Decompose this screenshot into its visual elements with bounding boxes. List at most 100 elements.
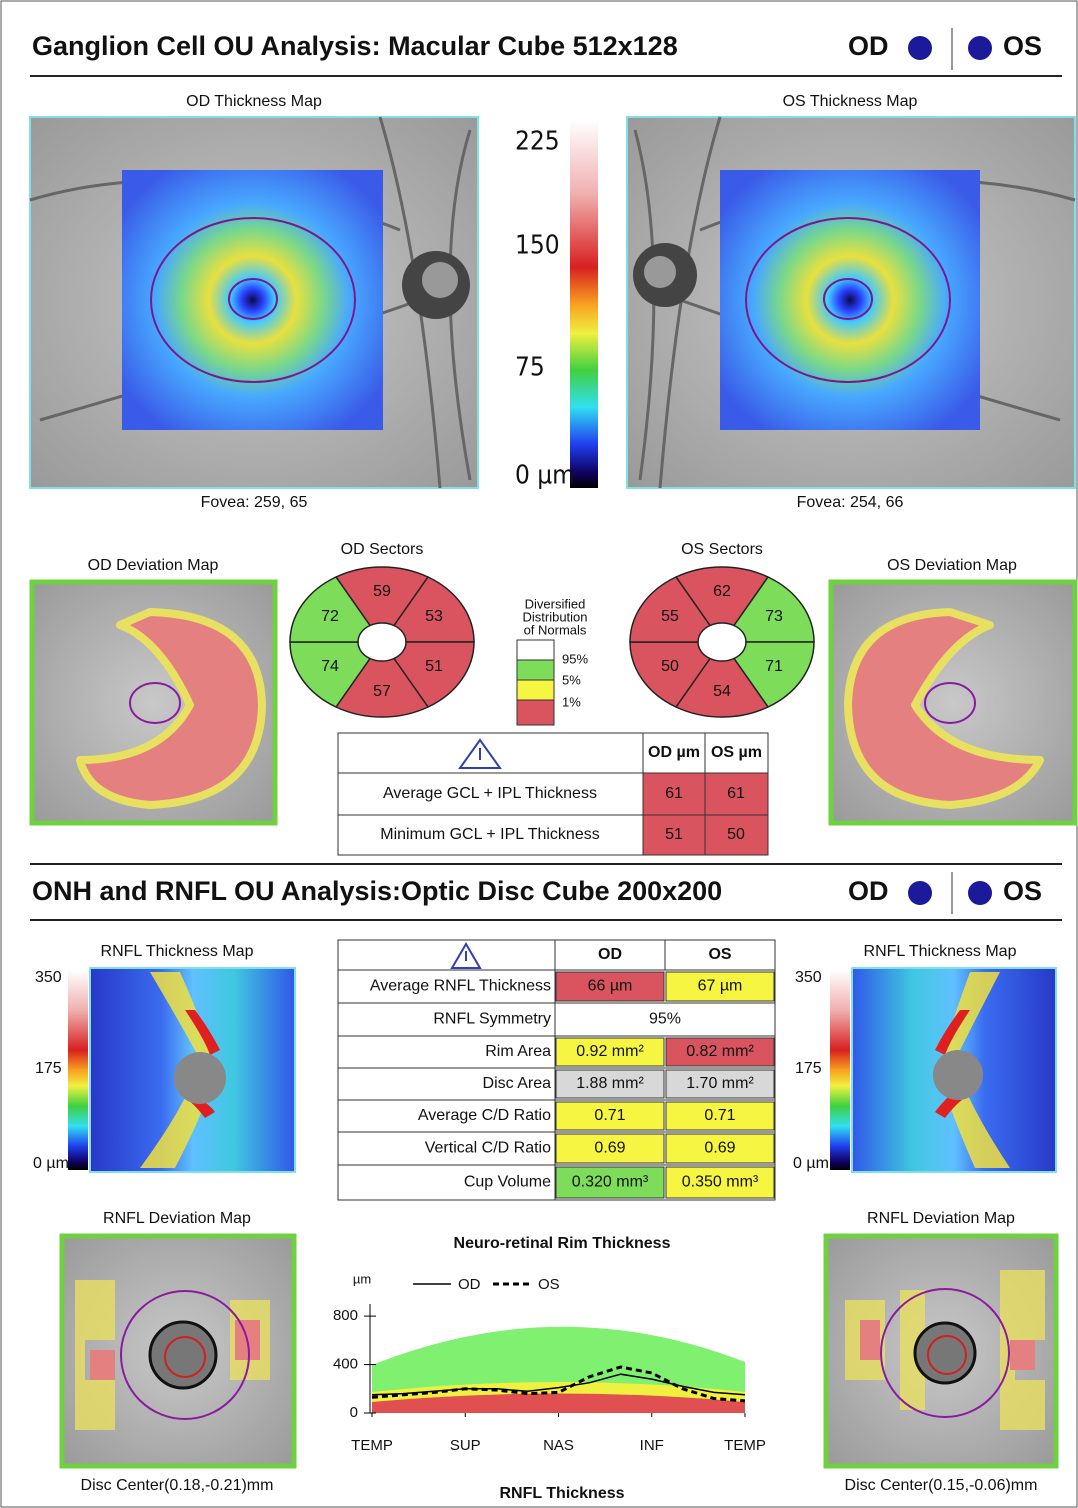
normals-title: of Normals bbox=[524, 622, 587, 637]
legend-label: OS bbox=[538, 1276, 560, 1293]
y-tick-label: 0 bbox=[350, 1404, 358, 1421]
od-dot bbox=[908, 36, 932, 60]
cell-value: 0.82 mm² bbox=[686, 1043, 754, 1060]
y-tick-label: 800 bbox=[333, 1307, 358, 1324]
scale-label: 350 bbox=[795, 969, 822, 986]
map-label: RNFL Thickness Map bbox=[864, 943, 1017, 960]
os-rnfl-thickness-map bbox=[830, 968, 1056, 1172]
sector-value: 62 bbox=[713, 583, 731, 600]
map-label: RNFL Thickness Map bbox=[101, 943, 254, 960]
od-label: OD bbox=[848, 876, 889, 906]
column-header: OS µm bbox=[711, 744, 762, 761]
map-label: OD Deviation Map bbox=[88, 557, 219, 574]
od-thickness-map bbox=[30, 117, 478, 488]
os-label: OS bbox=[1003, 31, 1042, 61]
cell-value: 0.71 bbox=[594, 1107, 625, 1124]
sector-value: 74 bbox=[321, 658, 339, 675]
normals-legend bbox=[517, 640, 554, 725]
scale-label: 225 bbox=[515, 127, 560, 157]
sector-value: 72 bbox=[321, 608, 339, 625]
x-axis-label: RNFL Thickness bbox=[499, 1485, 624, 1502]
y-axis-label: µm bbox=[353, 1271, 371, 1286]
cell-value: 51 bbox=[665, 826, 683, 843]
scale-label: 0 µm bbox=[33, 1155, 69, 1172]
cell-value: 67 µm bbox=[698, 978, 743, 995]
section-title: Ganglion Cell OU Analysis: Macular Cube … bbox=[32, 31, 678, 61]
x-tick-label: SUP bbox=[450, 1437, 481, 1454]
normals-level: 1% bbox=[562, 694, 581, 709]
sector-value: 71 bbox=[765, 658, 783, 675]
x-tick-label: TEMP bbox=[724, 1437, 766, 1454]
sector-value: 50 bbox=[661, 658, 679, 675]
gcl-table: OD µm OS µm Average GCL + IPL Thickness 61 6… bbox=[338, 733, 768, 855]
fovea-label: Fovea: 254, 66 bbox=[797, 494, 904, 511]
od-deviation-map bbox=[32, 582, 275, 823]
cell-value: 0.92 mm² bbox=[576, 1043, 644, 1060]
sectors-title: OD Sectors bbox=[341, 541, 424, 558]
column-header: OD µm bbox=[648, 744, 700, 761]
cell-value: 0.71 bbox=[704, 1107, 735, 1124]
legend-label: OD bbox=[458, 1276, 481, 1293]
sector-value: 53 bbox=[425, 608, 443, 625]
color-scale bbox=[570, 120, 598, 488]
cell-value: 0.320 mm³ bbox=[572, 1174, 649, 1191]
rnfl-table: OD OS Average RNFL Thickness 66 µm 67 µm RNFL… bbox=[338, 940, 775, 1200]
od-rnfl-deviation-map bbox=[62, 1236, 294, 1466]
os-dot bbox=[968, 881, 992, 905]
od-label: OD bbox=[848, 31, 889, 61]
os-deviation-map bbox=[831, 582, 1075, 823]
os-label: OS bbox=[1003, 876, 1042, 906]
chart-title: Neuro-retinal Rim Thickness bbox=[454, 1235, 671, 1252]
y-tick-label: 400 bbox=[333, 1356, 358, 1373]
scale-label: 0 µm bbox=[793, 1155, 829, 1172]
column-header: OD bbox=[598, 946, 622, 963]
scale-label: 75 bbox=[515, 353, 545, 383]
sectors-title: OS Sectors bbox=[681, 541, 763, 558]
os-thickness-map bbox=[627, 117, 1075, 488]
os-rnfl-deviation-map bbox=[826, 1236, 1056, 1466]
cell-value: 61 bbox=[665, 785, 683, 802]
map-label: OS Thickness Map bbox=[783, 93, 918, 110]
fovea-label: Fovea: 259, 65 bbox=[201, 494, 308, 511]
row-label: Rim Area bbox=[485, 1043, 551, 1060]
od-dot bbox=[908, 881, 932, 905]
scale-label: 175 bbox=[35, 1060, 62, 1077]
cell-value: 1.70 mm² bbox=[686, 1075, 754, 1092]
scale-label: 350 bbox=[35, 969, 62, 986]
sector-value: 54 bbox=[713, 683, 731, 700]
report-page: Ganglion Cell OU Analysis: Macular Cube … bbox=[0, 0, 1078, 1508]
sector-value: 57 bbox=[373, 683, 391, 700]
row-label: Vertical C/D Ratio bbox=[425, 1140, 551, 1157]
scale-label: 0 µm bbox=[515, 461, 575, 491]
map-label: RNFL Deviation Map bbox=[867, 1210, 1015, 1227]
sector-value: 73 bbox=[765, 608, 783, 625]
row-label: RNFL Symmetry bbox=[433, 1011, 551, 1028]
os-dot bbox=[968, 36, 992, 60]
column-header: OS bbox=[708, 946, 731, 963]
section-title: ONH and RNFL OU Analysis:Optic Disc Cube… bbox=[32, 876, 722, 906]
row-label: Average C/D Ratio bbox=[418, 1107, 551, 1124]
cell-value: 66 µm bbox=[588, 978, 633, 995]
cell-value: 0.69 bbox=[594, 1140, 625, 1157]
scale-label: 150 bbox=[515, 231, 560, 261]
cell-value: 0.350 mm³ bbox=[682, 1174, 759, 1191]
cell-value: 1.88 mm² bbox=[576, 1075, 644, 1092]
normals-level: 95% bbox=[562, 651, 588, 666]
sector-value: 51 bbox=[425, 658, 443, 675]
cell-value: 95% bbox=[649, 1011, 681, 1028]
row-label: Average RNFL Thickness bbox=[370, 978, 551, 995]
x-tick-label: INF bbox=[640, 1437, 664, 1454]
cell-value: 0.69 bbox=[704, 1140, 735, 1157]
row-label: Cup Volume bbox=[464, 1174, 551, 1191]
x-tick-label: TEMP bbox=[351, 1437, 393, 1454]
disc-center: Disc Center(0.18,-0.21)mm bbox=[81, 1477, 274, 1494]
row-label: Average GCL + IPL Thickness bbox=[383, 785, 597, 802]
sector-value: 59 bbox=[373, 583, 391, 600]
normals-level: 5% bbox=[562, 672, 581, 687]
scale-label: 175 bbox=[795, 1060, 822, 1077]
sector-value: 55 bbox=[661, 608, 679, 625]
map-label: RNFL Deviation Map bbox=[103, 1210, 251, 1227]
map-label: OS Deviation Map bbox=[887, 557, 1017, 574]
cell-value: 61 bbox=[727, 785, 745, 802]
map-label: OD Thickness Map bbox=[186, 93, 322, 110]
